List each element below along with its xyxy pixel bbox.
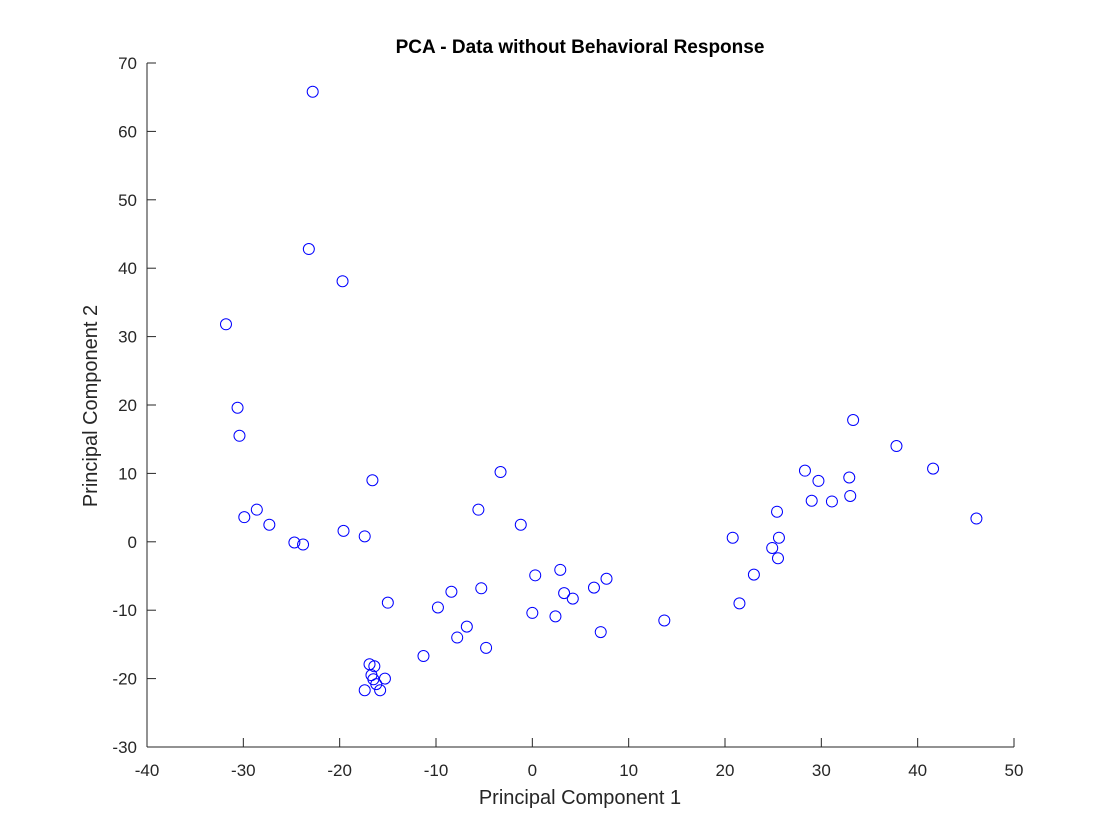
y-tick-label: 60 [118, 122, 137, 141]
data-point [445, 585, 458, 598]
data-point [451, 631, 464, 644]
data-point [805, 494, 818, 507]
data-point [374, 684, 387, 697]
data-point [480, 641, 493, 654]
data-point [337, 524, 350, 537]
data-point [600, 572, 613, 585]
data-point [302, 243, 315, 256]
data-point [772, 531, 785, 544]
y-tick-label: -30 [112, 738, 137, 757]
data-point [233, 429, 246, 442]
data-points [219, 85, 983, 697]
data-point [231, 401, 244, 414]
x-axis-label: Principal Component 1 [479, 787, 681, 809]
data-point [587, 581, 600, 594]
data-point [358, 530, 371, 543]
data-point [381, 596, 394, 609]
data-point [366, 474, 379, 487]
data-point [844, 489, 857, 502]
x-tick-label: -10 [424, 761, 449, 780]
data-point [370, 678, 383, 691]
y-axis-label: Principal Component 2 [80, 305, 102, 507]
x-tick-label: 30 [812, 761, 831, 780]
data-point [288, 536, 301, 549]
y-tick-label: -20 [112, 670, 137, 689]
data-point [238, 511, 251, 524]
y-tick-label: -10 [112, 601, 137, 620]
data-point [594, 626, 607, 639]
data-point [798, 464, 811, 477]
data-point [558, 587, 571, 600]
data-point [368, 660, 381, 673]
x-tick-label: -30 [231, 761, 256, 780]
data-point [726, 531, 739, 544]
data-point [529, 569, 542, 582]
data-point [766, 541, 779, 554]
data-point [514, 518, 527, 531]
data-point [250, 503, 263, 516]
data-point [733, 597, 746, 610]
x-tick-label: -40 [135, 761, 160, 780]
data-point [336, 275, 349, 288]
data-point [549, 610, 562, 623]
data-point [475, 582, 488, 595]
x-tick-label: 0 [528, 761, 537, 780]
data-point [378, 672, 391, 685]
y-tick-label: 0 [128, 533, 137, 552]
data-point [472, 503, 485, 516]
y-tick-label: 70 [118, 54, 137, 73]
y-tick-label: 10 [118, 464, 137, 483]
x-tick-label: 40 [908, 761, 927, 780]
data-point [825, 495, 838, 508]
data-point [526, 606, 539, 619]
data-point [494, 466, 507, 479]
data-point [417, 650, 430, 663]
data-point [847, 414, 860, 427]
data-point [358, 684, 371, 697]
y-tick-label: 40 [118, 259, 137, 278]
data-point [219, 318, 232, 331]
data-point [771, 552, 784, 565]
y-axis-ticks: -30 -20 -10 0 10 20 30 40 50 60 70 [112, 54, 156, 757]
x-axis-ticks: -40 -30 -20 -10 0 10 20 30 40 50 [135, 738, 1024, 780]
data-point [431, 601, 444, 614]
data-point [890, 440, 903, 453]
data-point [970, 512, 983, 525]
data-point [297, 538, 310, 551]
x-tick-label: 20 [716, 761, 735, 780]
data-point [566, 592, 579, 605]
data-point [747, 568, 760, 581]
y-tick-label: 20 [118, 396, 137, 415]
chart-title: PCA - Data without Behavioral Response [396, 37, 765, 58]
x-tick-label: 50 [1005, 761, 1024, 780]
data-point [927, 462, 940, 475]
data-point [771, 505, 784, 518]
data-point [812, 474, 825, 487]
data-point [843, 471, 856, 484]
axes [146, 63, 1014, 748]
x-tick-label: -20 [327, 761, 352, 780]
data-point [554, 563, 567, 576]
data-point [460, 620, 473, 633]
data-point [658, 614, 671, 627]
data-point [263, 518, 276, 531]
data-point [306, 85, 319, 98]
y-tick-label: 30 [118, 328, 137, 347]
y-tick-label: 50 [118, 191, 137, 210]
x-tick-label: 10 [619, 761, 638, 780]
